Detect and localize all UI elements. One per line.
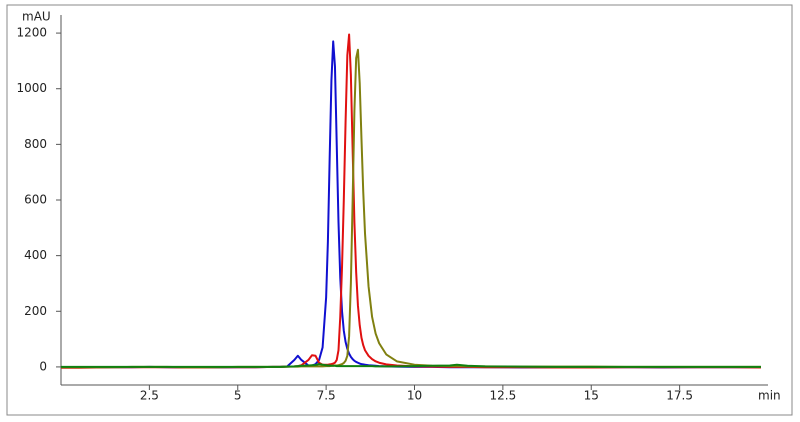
y-tick-label: 0 [39,359,47,373]
frame [6,4,793,416]
x-tick-label: 12.5 [490,389,517,403]
series-line [60,40,761,369]
x-tick-label: 2.5 [140,389,159,403]
y-tick-label: 1200 [16,26,47,40]
y-axis-label: mAU [22,10,51,24]
x-axis-label: min [758,389,781,403]
x-tick-label: 7.5 [317,389,336,403]
series-line [61,48,761,369]
series-line [61,33,761,369]
x-tick-label: 5 [234,389,242,403]
y-tick-label: 600 [24,193,47,207]
x-tick-label: 10 [407,389,422,403]
y-tick-label: 800 [24,137,47,151]
series-line [61,363,761,368]
y-tick-label: 200 [24,304,47,318]
x-tick-label: 15 [584,389,599,403]
x-tick-label: 17.5 [666,389,693,403]
y-tick-label: 400 [24,248,47,262]
y-tick-label: 1000 [16,81,47,95]
